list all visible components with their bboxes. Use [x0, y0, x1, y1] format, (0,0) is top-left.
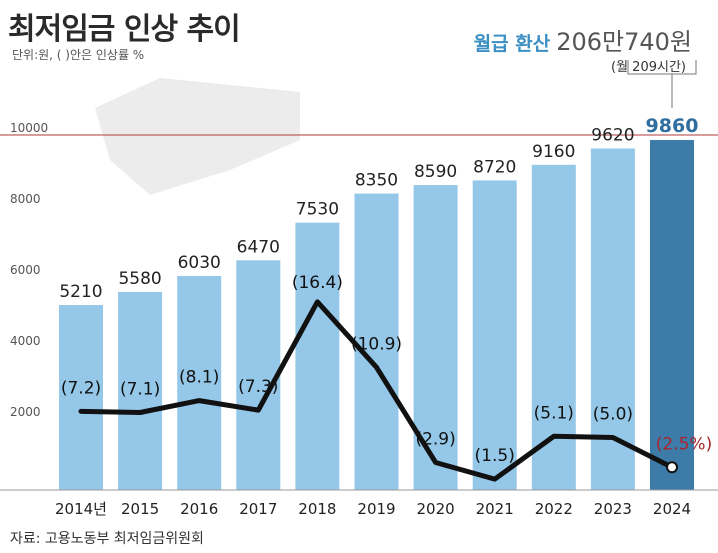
bar-value-label: 8590	[414, 162, 457, 182]
bar-value-label: 5210	[59, 282, 102, 302]
y-tick-label: 10000	[10, 121, 48, 135]
bar-2024	[650, 139, 694, 490]
y-tick-label: 8000	[10, 192, 41, 206]
rate-end-marker	[666, 461, 678, 474]
bar-2018	[295, 222, 340, 490]
x-tick-label: 2020	[417, 500, 455, 518]
x-tick-label: 2018	[298, 500, 336, 518]
bar-2022	[531, 164, 576, 490]
bar-value-label: 9860	[646, 115, 699, 137]
x-tick-label: 2014년	[55, 500, 107, 518]
y-tick-label: 4000	[10, 334, 41, 348]
monthly-wage: 월급 환산 206만740원	[474, 22, 692, 57]
bar-value-label: 9160	[532, 142, 575, 162]
rate-label: (1.5)	[475, 446, 515, 466]
monthly-hours-note: (월 209시간)	[611, 60, 686, 75]
rate-label: (7.3)	[238, 377, 278, 397]
bar-value-label: 6470	[237, 237, 280, 257]
bar-value-label: 9620	[591, 125, 634, 145]
unit-note: 단위:원, ( )안은 인상률 %	[12, 48, 145, 62]
bar-2016	[177, 275, 222, 490]
bar-2021	[472, 180, 517, 490]
rate-label: (5.0)	[593, 405, 633, 425]
x-tick-label: 2019	[357, 500, 395, 518]
x-tick-label: 2024	[653, 500, 691, 518]
bar-value-label: 8350	[355, 171, 398, 191]
x-tick-label: 2021	[476, 500, 514, 518]
monthly-wage-value: 206만740원	[556, 28, 692, 56]
bar-value-label: 8720	[473, 157, 516, 177]
rate-label: (10.9)	[351, 334, 402, 354]
bar-2015	[118, 291, 163, 490]
monthly-callout-bracket	[627, 60, 697, 75]
x-tick-label: 2015	[121, 500, 159, 518]
y-tick-label: 2000	[10, 405, 41, 419]
bar-2014년	[59, 305, 103, 490]
x-tick-label: 2016	[180, 500, 218, 518]
bar-value-label: 5580	[118, 269, 161, 289]
bar-value-label: 7530	[296, 200, 339, 220]
source-note: 자료: 고용노동부 최저임금위원회	[10, 531, 204, 547]
bar-2019	[354, 193, 399, 490]
x-tick-label: 2017	[239, 500, 277, 518]
rate-label: (5.1)	[534, 403, 574, 423]
rate-label: (2.9)	[415, 429, 455, 449]
monthly-wage-label: 월급 환산	[473, 33, 551, 55]
bar-2023	[590, 148, 635, 491]
rate-label: (2.5%)	[656, 434, 712, 454]
rate-label: (16.4)	[292, 273, 343, 293]
x-tick-label: 2023	[594, 500, 632, 518]
rate-label: (8.1)	[179, 368, 219, 388]
rate-label: (7.2)	[61, 378, 101, 398]
bar-2017	[236, 260, 281, 490]
rate-line	[78, 299, 675, 482]
y-tick-label: 6000	[10, 263, 41, 277]
rate-label: (7.1)	[120, 380, 160, 400]
bar-value-label: 6030	[178, 253, 221, 273]
x-tick-label: 2022	[535, 500, 573, 518]
banknote-stack-illustration	[95, 78, 300, 195]
page-title: 최저임금 인상 추이	[8, 12, 241, 47]
